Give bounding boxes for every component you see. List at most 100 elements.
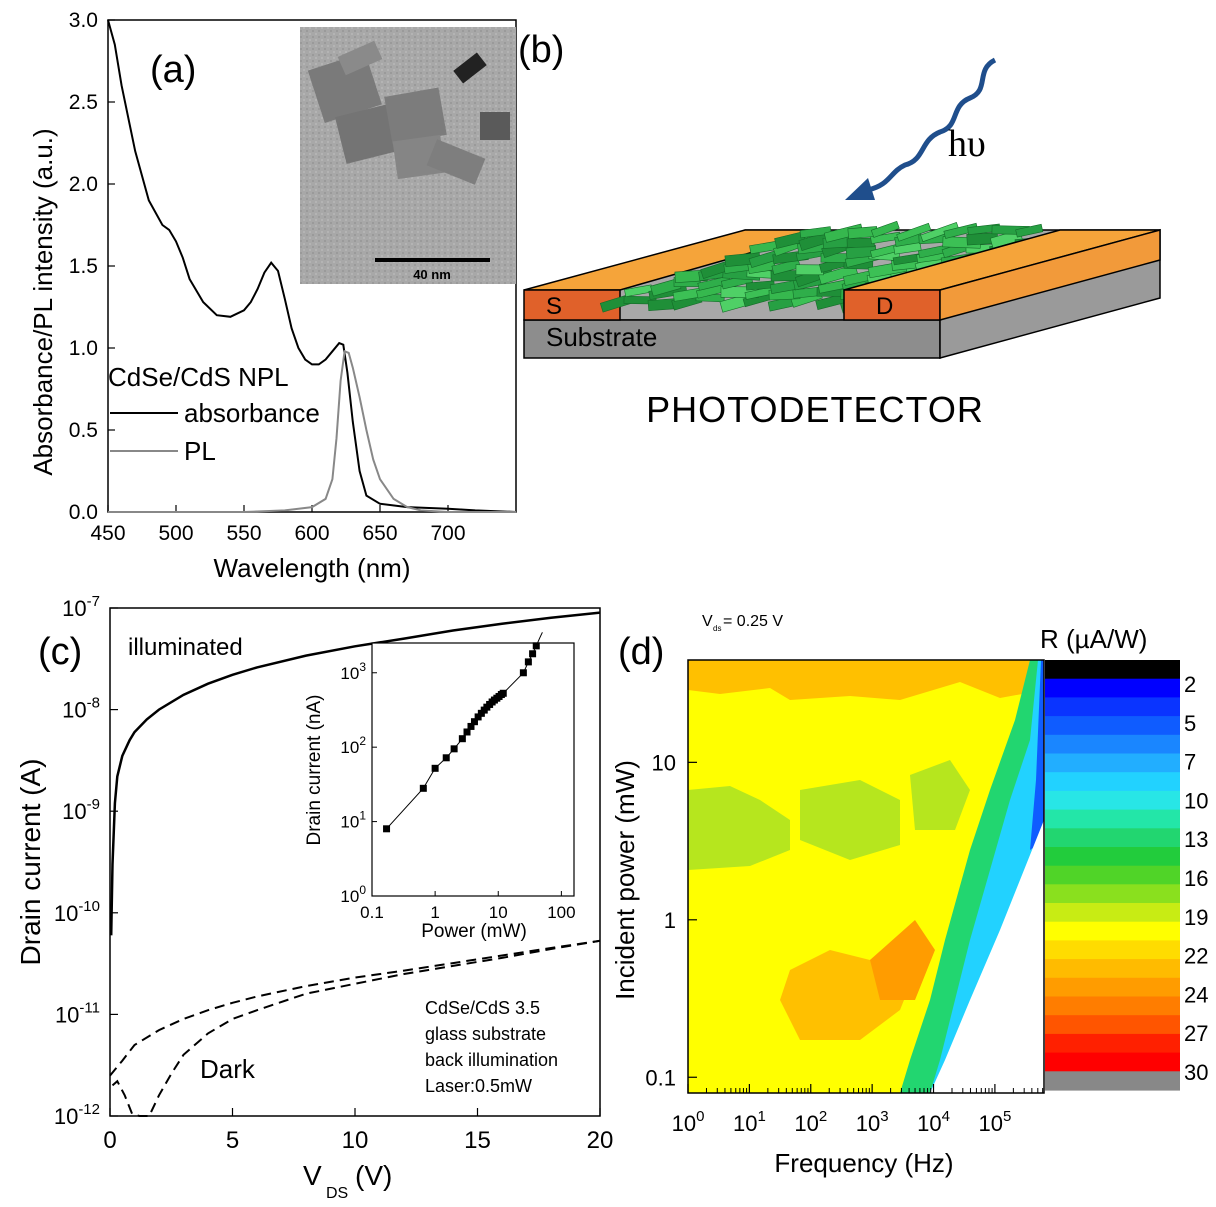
inset-y-tick-label: 100 bbox=[340, 883, 366, 906]
x-tick-label: 650 bbox=[362, 522, 397, 545]
panel-c-inset-xlabel: Power (mW) bbox=[421, 921, 527, 942]
panel-c-inset-frame bbox=[371, 642, 575, 897]
x-tick-label: 15 bbox=[464, 1127, 491, 1154]
panel-c-xlabel: V DS (V) bbox=[303, 1160, 392, 1202]
panel-d-title-rest: = 0.25 V bbox=[723, 613, 783, 630]
heatmap-green-patch bbox=[910, 760, 970, 830]
inset-point bbox=[532, 642, 540, 650]
legend-absorbance-label: absorbance bbox=[184, 398, 320, 428]
inset-point bbox=[431, 764, 439, 772]
y-tick-label: 10-7 bbox=[62, 593, 100, 621]
heatmap-orange-band bbox=[688, 660, 1044, 700]
panel-c-ylabel: Drain current (A) bbox=[15, 759, 46, 966]
inset-x-tick-label: 0.1 bbox=[360, 903, 384, 922]
scale-bar-label: 40 nm bbox=[413, 267, 451, 282]
y-tick-label: 2.5 bbox=[69, 91, 98, 114]
panel-a-ticks: 450 500 550 600 650 700 0.0 0.5 1.0 1.5 2.0 2.5 3.0 bbox=[69, 9, 466, 545]
colorbar-swatch bbox=[1045, 678, 1180, 698]
panel-d-title-sub: ds bbox=[713, 624, 721, 633]
colorbar-swatch bbox=[1045, 753, 1180, 773]
colorbar-tick-label: 22 bbox=[1184, 944, 1208, 969]
inset-point bbox=[442, 754, 450, 762]
photodetector-caption: PHOTODETECTOR bbox=[646, 389, 984, 430]
x-tick-label: 500 bbox=[158, 522, 193, 545]
illumination-note: back illumination bbox=[425, 1050, 558, 1070]
inset-y-tick-label: 101 bbox=[340, 809, 366, 832]
colorbar-swatch bbox=[1045, 1015, 1180, 1035]
x-tick-label: 102 bbox=[794, 1108, 827, 1136]
panel-c-xlabel-unit: (V) bbox=[355, 1160, 392, 1191]
colorbar-tick-label: 30 bbox=[1184, 1060, 1208, 1085]
panel-a-ylabel: Absorbance/PL intensity (a.u.) bbox=[28, 128, 58, 475]
illuminated-series-line bbox=[109, 611, 601, 936]
y-tick-label: 10 bbox=[652, 750, 676, 775]
colorbar-swatch bbox=[1045, 1033, 1180, 1054]
x-tick-label: 700 bbox=[430, 522, 465, 545]
dark-series-line-1 bbox=[109, 939, 601, 1077]
colorbar-swatch bbox=[1045, 790, 1180, 811]
drain-electrode-side bbox=[939, 229, 1161, 321]
absorbance-series-line bbox=[107, 19, 517, 513]
laser-note: Laser:0.5mW bbox=[425, 1076, 532, 1096]
inset-point bbox=[524, 658, 532, 666]
panel-c-xlabel-sub: DS bbox=[326, 1185, 348, 1202]
y-tick-label: 10-9 bbox=[62, 796, 100, 824]
dark-series-line-2 bbox=[111, 939, 601, 1117]
colorbar-title: R (µA/W) bbox=[1040, 624, 1147, 654]
colorbar-swatch bbox=[1045, 921, 1180, 941]
panel-b-photodetector-diagram: (b) S D Substrate hυ PHOTODETECTOR bbox=[518, 29, 1161, 430]
colorbar-tick-label: 7 bbox=[1184, 750, 1196, 775]
inset-point bbox=[529, 650, 537, 658]
y-tick-label: 3.0 bbox=[69, 9, 98, 32]
y-tick-label: 10-12 bbox=[54, 1101, 100, 1129]
x-tick-label: 101 bbox=[733, 1108, 766, 1136]
panel-c-ticks: 0 5 10 15 20 10-7 10-8 10-9 10-10 10-11 10-12 bbox=[54, 593, 614, 1154]
colorbar-tick-label: 5 bbox=[1184, 711, 1196, 736]
colorbar-swatch bbox=[1045, 697, 1180, 717]
x-tick-label: 5 bbox=[226, 1127, 239, 1154]
colorbar-swatch bbox=[1045, 959, 1180, 979]
heatmap-no-data bbox=[930, 820, 1044, 1093]
colorbar-tick-label: 2 bbox=[1184, 672, 1196, 697]
heatmap-green-patch bbox=[688, 786, 790, 870]
colorbar-swatch bbox=[1045, 940, 1180, 960]
y-tick-label: 0.0 bbox=[69, 501, 98, 524]
substrate-label: Substrate bbox=[546, 322, 657, 352]
panel-c-inset-ylabel: Drain current (nA) bbox=[304, 695, 325, 846]
nanoplatelet bbox=[870, 220, 900, 238]
photon-arrowhead bbox=[845, 178, 875, 200]
colorbar-swatch bbox=[1045, 828, 1180, 848]
panel-a-xlabel: Wavelength (nm) bbox=[214, 553, 411, 583]
inset-x-tick-label: 1 bbox=[430, 903, 439, 922]
inset-point bbox=[519, 669, 527, 677]
panel-c-xlabel-main: V bbox=[303, 1160, 322, 1191]
x-tick-label: 20 bbox=[587, 1127, 614, 1154]
y-tick-label: 1.0 bbox=[69, 337, 98, 360]
colorbar-tick-label: 24 bbox=[1184, 982, 1208, 1007]
panel-c-inset-ticks: 0.1 1 10 100 100 101 102 103 bbox=[340, 660, 575, 922]
nanoplatelet bbox=[795, 264, 824, 276]
inset-point bbox=[470, 718, 478, 726]
panel-d-label: (d) bbox=[618, 631, 664, 673]
x-tick-label: 10 bbox=[342, 1127, 369, 1154]
panel-a-legend-title: CdSe/CdS NPL bbox=[108, 362, 289, 392]
substrate-note: glass substrate bbox=[425, 1024, 546, 1044]
inset-x-tick-label: 100 bbox=[547, 903, 575, 922]
tem-inset-image: 40 nm bbox=[300, 27, 516, 284]
inset-y-tick-label: 103 bbox=[340, 660, 366, 683]
panel-d-xlabel: Frequency (Hz) bbox=[774, 1148, 953, 1178]
pl-series-line bbox=[108, 349, 516, 513]
x-tick-label: 100 bbox=[672, 1108, 705, 1136]
colorbar-tick-label: 16 bbox=[1184, 866, 1208, 891]
inset-y-tick-label: 102 bbox=[340, 734, 366, 757]
nanoplatelet bbox=[920, 222, 960, 243]
colorbar-swatch bbox=[1045, 809, 1180, 829]
colorbar-tick-label: 13 bbox=[1184, 827, 1208, 852]
nanoplatelet bbox=[1015, 223, 1044, 238]
colorbar-swatch bbox=[1045, 865, 1180, 885]
drain-electrode-front bbox=[843, 289, 941, 321]
nanoplatelet bbox=[896, 222, 932, 242]
panel-d-title: V ds = 0.25 V bbox=[702, 613, 783, 633]
colorbar: 2 5 7 10 13 16 19 22 24 27 30 bbox=[1045, 660, 1208, 1091]
